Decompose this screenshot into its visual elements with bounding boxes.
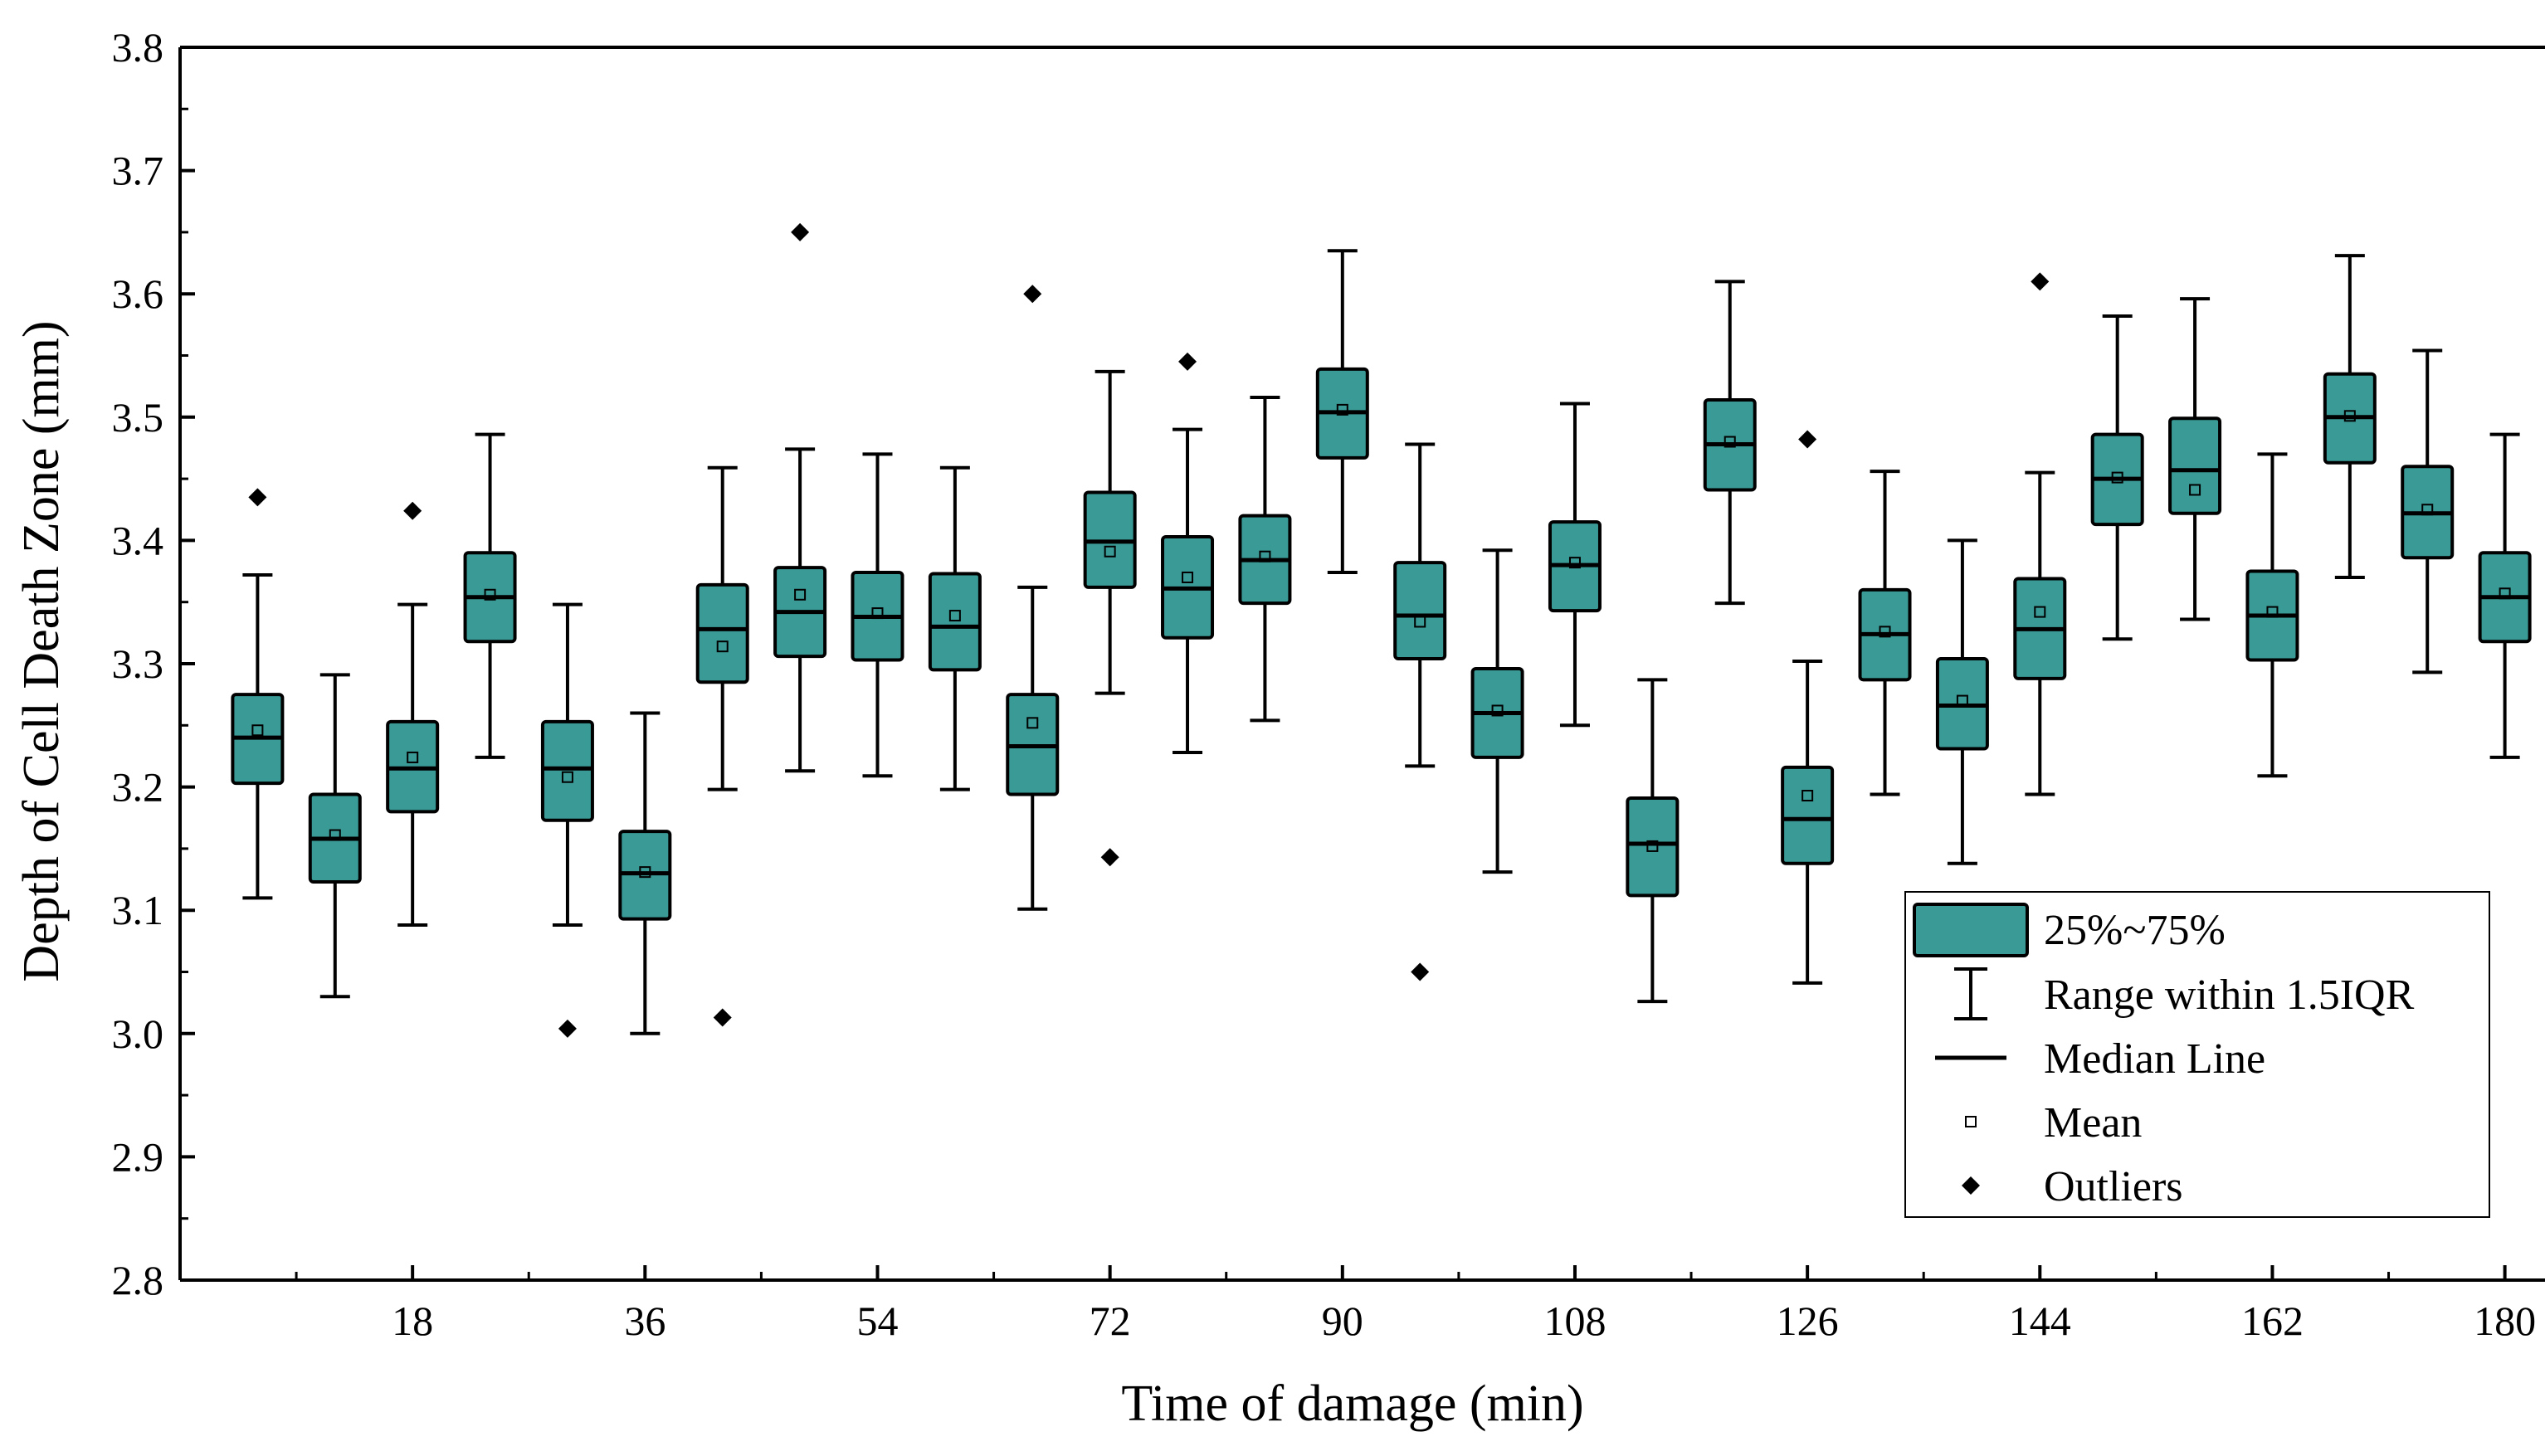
box-iqr: [930, 574, 980, 670]
x-axis-label: Time of damage (min): [1121, 1376, 1583, 1432]
x-tick-label: 162: [2241, 1298, 2304, 1344]
x-tick-label: 54: [856, 1298, 898, 1344]
x-tick-label: 126: [1777, 1298, 1839, 1344]
y-tick-label: 3.5: [112, 394, 164, 441]
legend: 25%~75% Range within 1.5IQR Median Line Mea…: [1905, 892, 2489, 1217]
x-tick-label: 90: [1322, 1298, 1363, 1344]
legend-label: Mean: [2044, 1099, 2142, 1147]
box-iqr: [543, 722, 592, 821]
x-tick-label: 180: [2474, 1298, 2536, 1344]
box-iqr: [1782, 767, 1832, 864]
y-tick-label: 2.8: [112, 1257, 164, 1303]
y-tick-label: 3.0: [112, 1010, 164, 1057]
x-tick-label: 108: [1543, 1298, 1606, 1344]
x-tick-label: 36: [624, 1298, 666, 1344]
y-tick-label: 3.6: [112, 270, 164, 317]
y-tick-label: 3.2: [112, 764, 164, 811]
box-iqr: [1395, 562, 1445, 659]
x-tick-label: 18: [392, 1298, 433, 1344]
x-tick-label: 72: [1090, 1298, 1131, 1344]
y-tick-label: 2.9: [112, 1133, 164, 1180]
y-tick-label: 3.4: [112, 517, 164, 563]
box-iqr: [2170, 418, 2220, 513]
box-iqr: [698, 585, 748, 682]
y-tick-label: 3.8: [112, 24, 164, 71]
legend-box-swatch: [1914, 904, 2027, 956]
x-tick-label: 144: [2009, 1298, 2071, 1344]
box-iqr: [1627, 798, 1677, 895]
legend-label: 25%~75%: [2044, 907, 2226, 954]
legend-label: Median Line: [2044, 1035, 2265, 1083]
y-tick-label: 3.1: [112, 887, 164, 933]
legend-label: Outliers: [2044, 1163, 2183, 1210]
legend-label: Range within 1.5IQR: [2044, 971, 2415, 1019]
y-axis-label: Depth of Cell Death Zone (mm): [13, 320, 70, 981]
y-tick-label: 3.7: [112, 148, 164, 194]
y-tick-label: 3.3: [112, 640, 164, 687]
